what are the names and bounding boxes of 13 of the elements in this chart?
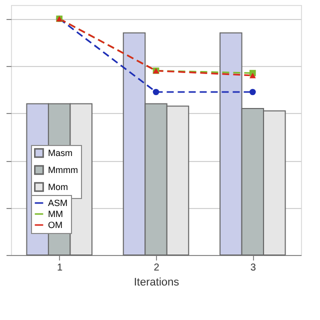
x-axis-title: Iterations <box>134 276 180 288</box>
legend-label: Mom <box>48 182 68 192</box>
legend-label: Mmmm <box>48 165 78 175</box>
legend-label: OM <box>48 220 62 230</box>
legend-label: Masm <box>48 148 72 158</box>
x-tick-label: 3 <box>250 262 256 274</box>
legend-label: MM <box>48 209 63 219</box>
legend-label: ASM <box>48 198 68 208</box>
point <box>250 72 256 78</box>
point <box>152 88 160 96</box>
point <box>250 88 256 96</box>
x-tick-label: 2 <box>154 262 160 274</box>
x-tick-label: 1 <box>57 262 64 274</box>
